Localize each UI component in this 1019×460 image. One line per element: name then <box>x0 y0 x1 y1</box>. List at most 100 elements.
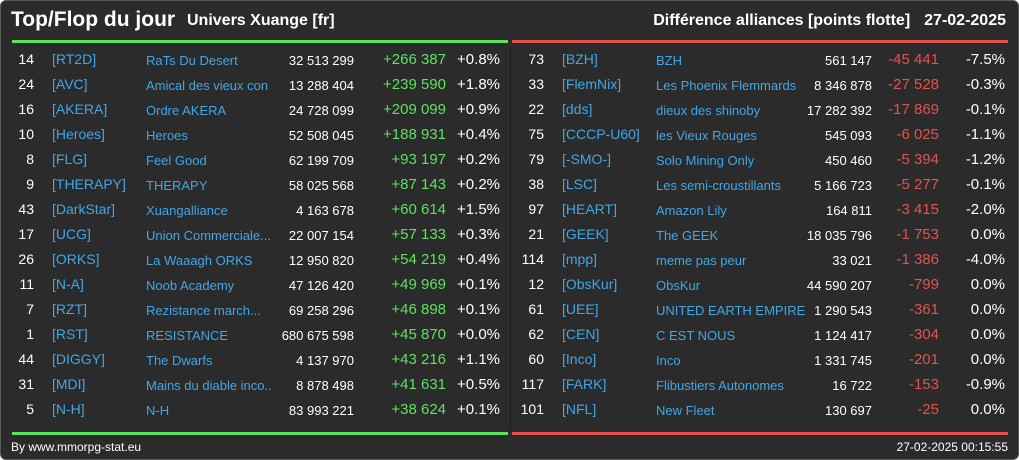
alliance-rank: 43 <box>18 201 34 217</box>
alliance-tag-link[interactable]: [RST] <box>52 326 88 342</box>
percent-change: -0.9% <box>965 376 1005 393</box>
alliance-tag-link[interactable]: [RZT] <box>52 301 87 317</box>
alliance-tag-link[interactable]: [dds] <box>562 101 593 117</box>
alliance-tag-link[interactable]: [mpp] <box>562 251 598 267</box>
alliance-tag-link[interactable]: [DarkStar] <box>52 201 116 217</box>
alliance-name-link[interactable]: The GEEK <box>656 228 719 243</box>
alliance-name-link[interactable]: Noob Academy <box>146 278 235 293</box>
flop-bottom-bar <box>512 432 1008 435</box>
alliance-tag-link[interactable]: [MDI] <box>52 376 86 392</box>
alliance-tag-link[interactable]: [UCG] <box>52 226 91 242</box>
alliance-rank: 117 <box>521 376 544 392</box>
alliance-rank: 5 <box>26 401 34 417</box>
alliance-name-link[interactable]: ObsKur <box>656 278 701 293</box>
table-row: 75 [CCCP-U60] les Vieux Rouges 545 093 -6 02… <box>513 122 1011 147</box>
table-row: 17 [UCG] Union Commerciale... 22 007 154 +57… <box>9 222 507 247</box>
alliance-name-link[interactable]: Inco <box>656 353 681 368</box>
alliance-tag-link[interactable]: [AKERA] <box>52 101 108 117</box>
alliance-tag-link[interactable]: [Inco] <box>562 351 597 367</box>
alliance-tag-link[interactable]: [NFL] <box>562 401 597 417</box>
alliance-tag-link[interactable]: [FARK] <box>562 376 607 392</box>
percent-change: +0.1% <box>457 301 500 318</box>
table-row: 33 [FlemNix] Les Phoenix Flemmards 8 346 87… <box>513 72 1011 97</box>
alliance-tag-link[interactable]: [ORKS] <box>52 251 100 267</box>
table-row: 11 [N-A] Noob Academy 47 126 420 +49 969 +0.1… <box>9 272 507 297</box>
points-difference: +239 590 <box>383 76 446 93</box>
alliance-tag-link[interactable]: [DIGGY] <box>52 351 105 367</box>
alliance-tag-link[interactable]: [CCCP-U60] <box>562 126 640 142</box>
alliance-tag-link[interactable]: [GEEK] <box>562 226 609 242</box>
alliance-name-link[interactable]: RESISTANCE <box>146 328 229 343</box>
alliance-tag-link[interactable]: [LSC] <box>562 176 598 192</box>
alliance-name-link[interactable]: Les Phoenix Flemmards <box>656 78 797 93</box>
percent-change: +0.9% <box>457 101 500 118</box>
alliance-tag-link[interactable]: [BZH] <box>562 51 598 67</box>
alliance-name-link[interactable]: N-H <box>146 403 170 418</box>
alliance-rank: 10 <box>18 126 34 142</box>
alliance-tag-link[interactable]: [N-H] <box>52 401 85 417</box>
fleet-points: 8 878 498 <box>296 378 354 393</box>
alliance-name-link[interactable]: UNITED EARTH EMPIRE <box>656 303 806 318</box>
alliance-name-link[interactable]: RaTs Du Desert <box>146 53 238 68</box>
points-difference: -1 386 <box>896 251 939 268</box>
percent-change: +0.2% <box>457 151 500 168</box>
table-row: 8 [FLG] Feel Good 62 199 709 +93 197 +0.2% <box>9 147 507 172</box>
alliance-name-link[interactable]: The Dwarfs <box>146 353 213 368</box>
points-difference: -6 025 <box>896 126 939 143</box>
percent-change: 0.0% <box>970 276 1005 293</box>
alliance-name-link[interactable]: Amical des vieux con <box>146 78 269 93</box>
alliance-name-link[interactable]: Feel Good <box>146 153 207 168</box>
alliance-name-link[interactable]: BZH <box>656 53 682 68</box>
alliance-tag-link[interactable]: [THERAPY] <box>52 176 126 192</box>
alliance-tag-link[interactable]: [UEE] <box>562 301 599 317</box>
header: Top/Flop du jour Univers Xuange [fr] Dif… <box>1 1 1018 41</box>
category-label: Différence alliances [points flotte] <box>653 12 911 29</box>
alliance-name-link[interactable]: meme pas peur <box>656 253 747 268</box>
fleet-points: 680 675 598 <box>281 328 354 343</box>
percent-change: +0.4% <box>457 126 500 143</box>
alliance-tag-link[interactable]: [FLG] <box>52 151 88 167</box>
fleet-points: 545 093 <box>825 128 872 143</box>
alliance-tag-link[interactable]: [HEART] <box>562 201 617 217</box>
table-row: 97 [HEART] Amazon Lily 164 811 -3 415 -2.0% <box>513 197 1011 222</box>
alliance-name-link[interactable]: New Fleet <box>656 403 715 418</box>
alliance-name-link[interactable]: Flibustiers Autonomes <box>656 378 784 393</box>
alliance-tag-link[interactable]: [-SMO-] <box>562 151 611 167</box>
table-row: 10 [Heroes] Heroes 52 508 045 +188 931 +0.4% <box>9 122 507 147</box>
alliance-rank: 8 <box>26 151 34 167</box>
fleet-points: 22 007 154 <box>288 228 354 243</box>
percent-change: +0.3% <box>457 226 500 243</box>
alliance-name-link[interactable]: THERAPY <box>146 178 208 193</box>
fleet-points: 164 811 <box>825 203 872 218</box>
alliance-tag-link[interactable]: [CEN] <box>562 326 600 342</box>
alliance-name-link[interactable]: C EST NOUS <box>656 328 736 343</box>
alliance-tag-link[interactable]: [AVC] <box>52 76 88 92</box>
alliance-rank: 21 <box>528 226 544 242</box>
alliance-tag-link[interactable]: [ObsKur] <box>562 276 618 292</box>
flop-accent-bar <box>512 40 1008 43</box>
alliance-name-link[interactable]: Mains du diable inco... <box>146 378 272 393</box>
alliance-rank: 24 <box>18 76 34 92</box>
fleet-points: 5 166 723 <box>814 178 872 193</box>
alliance-name-link[interactable]: les Vieux Rouges <box>656 128 757 143</box>
date-label: 27-02-2025 <box>924 12 1006 29</box>
universe-label: Univers Xuange [fr] <box>187 12 335 29</box>
alliance-name-link[interactable]: Xuangalliance <box>146 203 228 218</box>
alliance-name-link[interactable]: La Waaagh ORKS <box>146 253 253 268</box>
table-row: 24 [AVC] Amical des vieux con 13 288 404 +23… <box>9 72 507 97</box>
alliance-name-link[interactable]: Solo Mining Only <box>656 153 755 168</box>
alliance-name-link[interactable]: Rezistance march... <box>146 303 261 318</box>
alliance-rank: 33 <box>528 76 544 92</box>
alliance-name-link[interactable]: Union Commerciale... <box>146 228 271 243</box>
alliance-name-link[interactable]: Les semi-croustillants <box>656 178 781 193</box>
alliance-name-link[interactable]: Ordre AKERA <box>146 103 227 118</box>
alliance-tag-link[interactable]: [FlemNix] <box>562 76 622 92</box>
alliance-name-link[interactable]: Heroes <box>146 128 188 143</box>
alliance-tag-link[interactable]: [RT2D] <box>52 51 97 67</box>
percent-change: 0.0% <box>970 326 1005 343</box>
alliance-name-link[interactable]: dieux des shinoby <box>656 103 761 118</box>
alliance-tag-link[interactable]: [N-A] <box>52 276 84 292</box>
fleet-points: 69 258 296 <box>288 303 354 318</box>
alliance-name-link[interactable]: Amazon Lily <box>656 203 727 218</box>
alliance-tag-link[interactable]: [Heroes] <box>52 126 105 142</box>
